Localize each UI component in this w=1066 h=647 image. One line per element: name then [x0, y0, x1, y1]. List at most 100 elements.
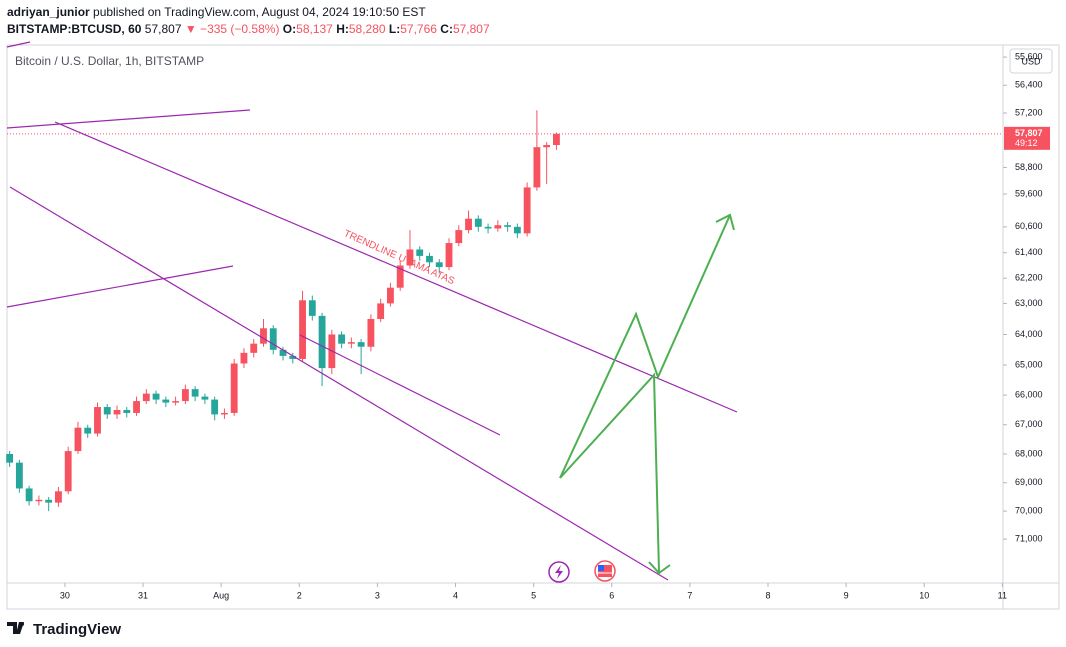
candle-body [494, 225, 502, 229]
candle-body [308, 300, 316, 316]
x-tick-label: 7 [687, 590, 692, 600]
x-tick-label: 9 [844, 590, 849, 600]
candle-body [181, 389, 189, 402]
candle-body [45, 499, 53, 503]
close-label: C: [440, 22, 453, 36]
candle-body [426, 255, 433, 263]
y-tick-label: 70,000 [1015, 505, 1043, 515]
candle-body [162, 399, 170, 403]
plot [6, 110, 1003, 512]
y-tick-label: 68,000 [1015, 448, 1043, 458]
symbol: BITSTAMP:BTCUSD, 60 [7, 22, 142, 36]
projection-arrow [559, 372, 660, 573]
candle-body [406, 249, 414, 266]
trendline [6, 265, 234, 308]
lightning [555, 565, 563, 579]
candle-body [387, 287, 394, 304]
chart-title: Bitcoin / U.S. Dollar, 1h, BITSTAMP [15, 54, 204, 68]
y-tick-label: 69,000 [1015, 477, 1043, 487]
flag-canton [598, 565, 604, 571]
y-tick-label: 55,600 [1015, 51, 1043, 61]
candle-body [84, 427, 92, 434]
candle-body [513, 226, 521, 234]
y-tick-label: 65,000 [1015, 359, 1043, 369]
y-tick-label: 59,600 [1015, 188, 1043, 198]
candle-body [484, 226, 492, 229]
x-tick-label: 10 [919, 590, 929, 600]
currency: USD [1021, 56, 1041, 66]
logo [7, 622, 24, 634]
candle-body [523, 187, 531, 234]
candle-body [396, 265, 404, 288]
last: 57,807 [145, 22, 182, 36]
price-tag [1004, 126, 1050, 150]
y-tick-label: 57,200 [1015, 107, 1043, 117]
candle-body [103, 407, 111, 415]
y-tick-label: 63,000 [1015, 298, 1043, 308]
close: 57,807 [453, 22, 490, 36]
y-tick-label: 66,000 [1015, 389, 1043, 399]
trendline [9, 186, 669, 581]
candle-body [113, 409, 121, 415]
trendline [6, 41, 31, 48]
candle-body [269, 328, 277, 350]
candle-body [191, 389, 199, 397]
arrow-head [715, 213, 735, 231]
candle-body [465, 218, 472, 231]
candle-body [6, 453, 14, 463]
candle-body [543, 145, 551, 148]
candle-body [15, 462, 23, 489]
candle-body [221, 412, 228, 415]
candle-body [201, 396, 209, 400]
y-tick-label: 71,000 [1015, 533, 1043, 543]
author: adriyan_junior [7, 5, 90, 19]
y-tick-label: 64,000 [1015, 329, 1043, 339]
candle-body [357, 342, 365, 347]
candle-body [260, 328, 267, 344]
logo-dot [20, 622, 24, 626]
price-label: 57,807 [1015, 128, 1043, 138]
published: published on TradingView.com, August 04,… [93, 5, 426, 19]
y-tick-label: 58,800 [1015, 162, 1043, 172]
symbol-line: BITSTAMP:BTCUSD, 60 57,807 ▼ −335 (−0.58… [7, 22, 490, 36]
candle-body [94, 407, 101, 434]
candle-body [474, 218, 482, 227]
candle-body [367, 318, 375, 347]
candle-body [35, 499, 43, 502]
y-tick-label: 60,600 [1015, 221, 1043, 231]
x-tick-label: 30 [60, 590, 70, 600]
candle-body [240, 352, 248, 364]
y-tick-label: 61,400 [1015, 247, 1043, 257]
candle-body [55, 491, 62, 503]
open-label: O: [283, 22, 296, 36]
candle-body [455, 230, 463, 244]
brand: TradingView [7, 621, 121, 638]
projection-arrow [559, 214, 731, 479]
trendline [6, 109, 251, 129]
high: 58,280 [349, 22, 386, 36]
candle-body [504, 225, 512, 227]
y-tick-label: 56,400 [1015, 80, 1043, 90]
countdown: 49:12 [1015, 138, 1038, 148]
candle-body [338, 334, 346, 344]
trendline [54, 121, 738, 413]
candle-body [445, 243, 453, 268]
trendline [299, 334, 501, 436]
high-label: H: [336, 22, 349, 36]
candle-body [279, 349, 287, 356]
open: 58,137 [296, 22, 333, 36]
candle-body [318, 315, 326, 369]
candle-body [172, 401, 180, 403]
candle-body [347, 342, 355, 344]
candle-body [74, 427, 82, 452]
candle-body [25, 488, 33, 502]
currency-button[interactable] [1009, 48, 1053, 74]
candle-body [250, 343, 258, 353]
candle-body [152, 393, 160, 400]
x-tick-label: 8 [765, 590, 770, 600]
brand-name: TradingView [33, 621, 121, 638]
x-tick-label: 11 [998, 590, 1007, 600]
x-tick-label: 6 [609, 590, 614, 600]
